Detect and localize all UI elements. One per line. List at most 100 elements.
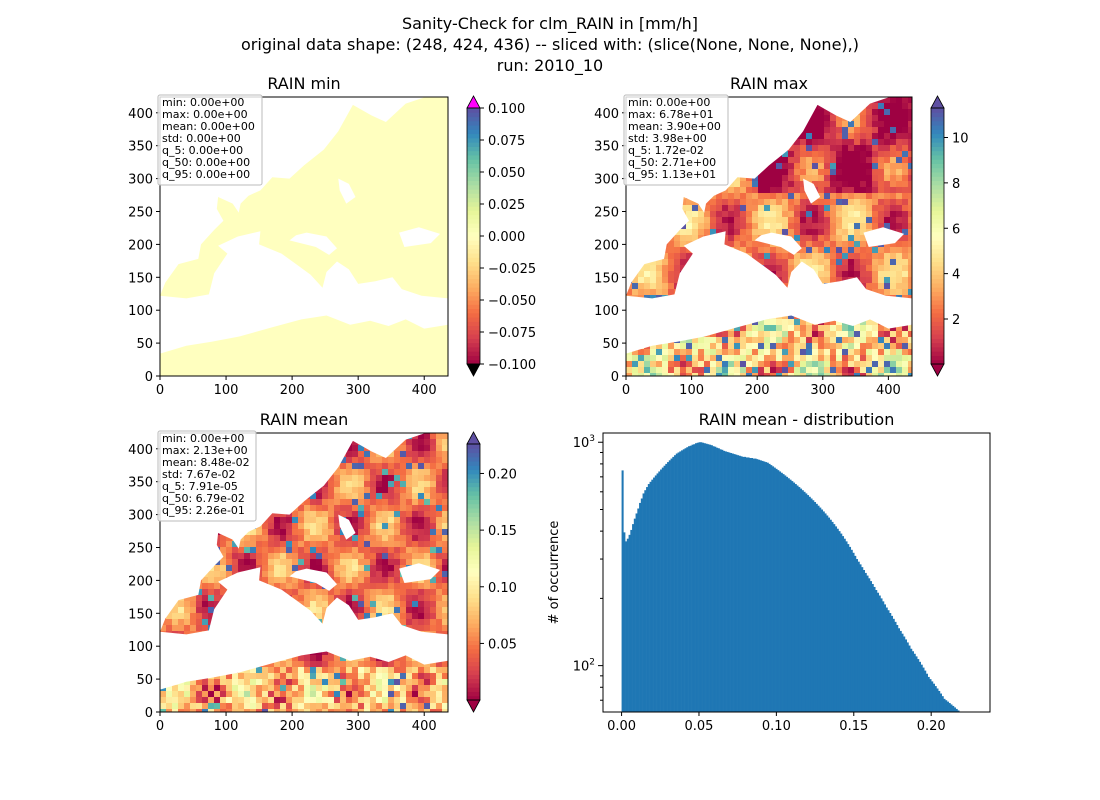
land-cell bbox=[656, 193, 662, 199]
land-cell bbox=[382, 127, 388, 133]
land-cell bbox=[166, 277, 172, 283]
land-cell bbox=[674, 211, 680, 217]
land-cell bbox=[818, 259, 824, 265]
land-cell bbox=[358, 271, 364, 277]
land-cell bbox=[166, 373, 172, 376]
land-cell bbox=[752, 133, 758, 139]
land-cell bbox=[902, 373, 908, 376]
land-cell bbox=[346, 223, 352, 229]
land-cell bbox=[412, 235, 418, 241]
land-cell bbox=[286, 97, 292, 103]
land-cell bbox=[872, 313, 878, 319]
land-cell bbox=[782, 313, 788, 319]
land-cell bbox=[352, 265, 358, 271]
land-cell bbox=[394, 163, 400, 169]
land-cell bbox=[866, 127, 872, 133]
land-cell bbox=[238, 199, 244, 205]
land-cell bbox=[734, 253, 740, 259]
land-cell bbox=[436, 439, 442, 445]
land-cell bbox=[812, 319, 818, 325]
land-cell bbox=[340, 145, 346, 151]
land-cell bbox=[800, 265, 806, 271]
land-cell bbox=[752, 289, 758, 295]
land-cell bbox=[722, 319, 728, 325]
land-cell bbox=[322, 193, 328, 199]
land-cell bbox=[358, 277, 364, 283]
land-cell bbox=[812, 223, 818, 229]
land-cell bbox=[214, 277, 220, 283]
colorbar-tick-label: 0.000 bbox=[488, 230, 525, 245]
land-cell bbox=[298, 439, 304, 445]
land-cell bbox=[770, 283, 776, 289]
land-cell bbox=[238, 349, 244, 355]
land-cell bbox=[812, 343, 818, 349]
land-cell bbox=[908, 115, 912, 121]
land-cell bbox=[896, 205, 902, 211]
land-cell bbox=[710, 289, 716, 295]
land-cell bbox=[884, 229, 890, 235]
land-cell bbox=[758, 229, 764, 235]
land-cell bbox=[674, 277, 680, 283]
land-cell bbox=[746, 199, 752, 205]
land-cell bbox=[250, 259, 256, 265]
land-cell bbox=[388, 331, 394, 337]
land-cell bbox=[424, 187, 430, 193]
land-cell bbox=[322, 103, 328, 109]
land-cell bbox=[220, 259, 226, 265]
land-cell bbox=[382, 331, 388, 337]
land-cell bbox=[166, 331, 172, 337]
land-cell bbox=[836, 259, 842, 265]
land-cell bbox=[788, 163, 794, 169]
land-cell bbox=[812, 229, 818, 235]
land-cell bbox=[632, 247, 638, 253]
land-cell bbox=[644, 307, 650, 313]
land-cell bbox=[626, 217, 632, 223]
land-cell bbox=[854, 361, 860, 367]
land-cell bbox=[346, 439, 352, 445]
land-cell bbox=[208, 205, 214, 211]
land-cell bbox=[274, 367, 280, 373]
land-cell bbox=[418, 295, 424, 301]
land-cell bbox=[340, 325, 346, 331]
land-cell bbox=[394, 361, 400, 367]
colorbar-segment bbox=[931, 317, 944, 322]
land-cell bbox=[214, 331, 220, 337]
land-cell bbox=[644, 343, 650, 349]
land-cell bbox=[280, 253, 286, 259]
land-cell bbox=[262, 115, 268, 121]
land-cell bbox=[256, 205, 262, 211]
land-cell bbox=[298, 337, 304, 343]
land-cell bbox=[406, 265, 412, 271]
land-cell bbox=[262, 145, 268, 151]
colorbar-segment bbox=[931, 257, 944, 263]
land-cell bbox=[860, 367, 866, 373]
land-cell bbox=[346, 109, 352, 115]
land-cell bbox=[436, 181, 442, 187]
land-cell bbox=[698, 277, 704, 283]
land-cell bbox=[406, 313, 412, 319]
land-cell bbox=[274, 253, 280, 259]
land-cell bbox=[346, 145, 352, 151]
land-cell bbox=[752, 115, 758, 121]
land-cell bbox=[418, 121, 424, 127]
land-cell bbox=[692, 313, 698, 319]
land-cell bbox=[316, 115, 322, 121]
land-cell bbox=[854, 295, 860, 301]
land-cell bbox=[202, 289, 208, 295]
land-cell bbox=[698, 313, 704, 319]
land-cell bbox=[184, 205, 190, 211]
land-cell bbox=[310, 295, 316, 301]
land-cell bbox=[256, 259, 262, 265]
land-cell bbox=[244, 271, 250, 277]
land-cell bbox=[692, 355, 698, 361]
land-cell bbox=[680, 367, 686, 373]
land-cell bbox=[674, 373, 680, 376]
land-cell bbox=[776, 205, 782, 211]
land-cell bbox=[848, 211, 854, 217]
land-cell bbox=[902, 313, 908, 319]
land-cell bbox=[704, 295, 710, 301]
land-cell bbox=[782, 271, 788, 277]
land-cell bbox=[256, 325, 262, 331]
land-cell bbox=[340, 205, 346, 211]
land-cell bbox=[890, 127, 896, 133]
